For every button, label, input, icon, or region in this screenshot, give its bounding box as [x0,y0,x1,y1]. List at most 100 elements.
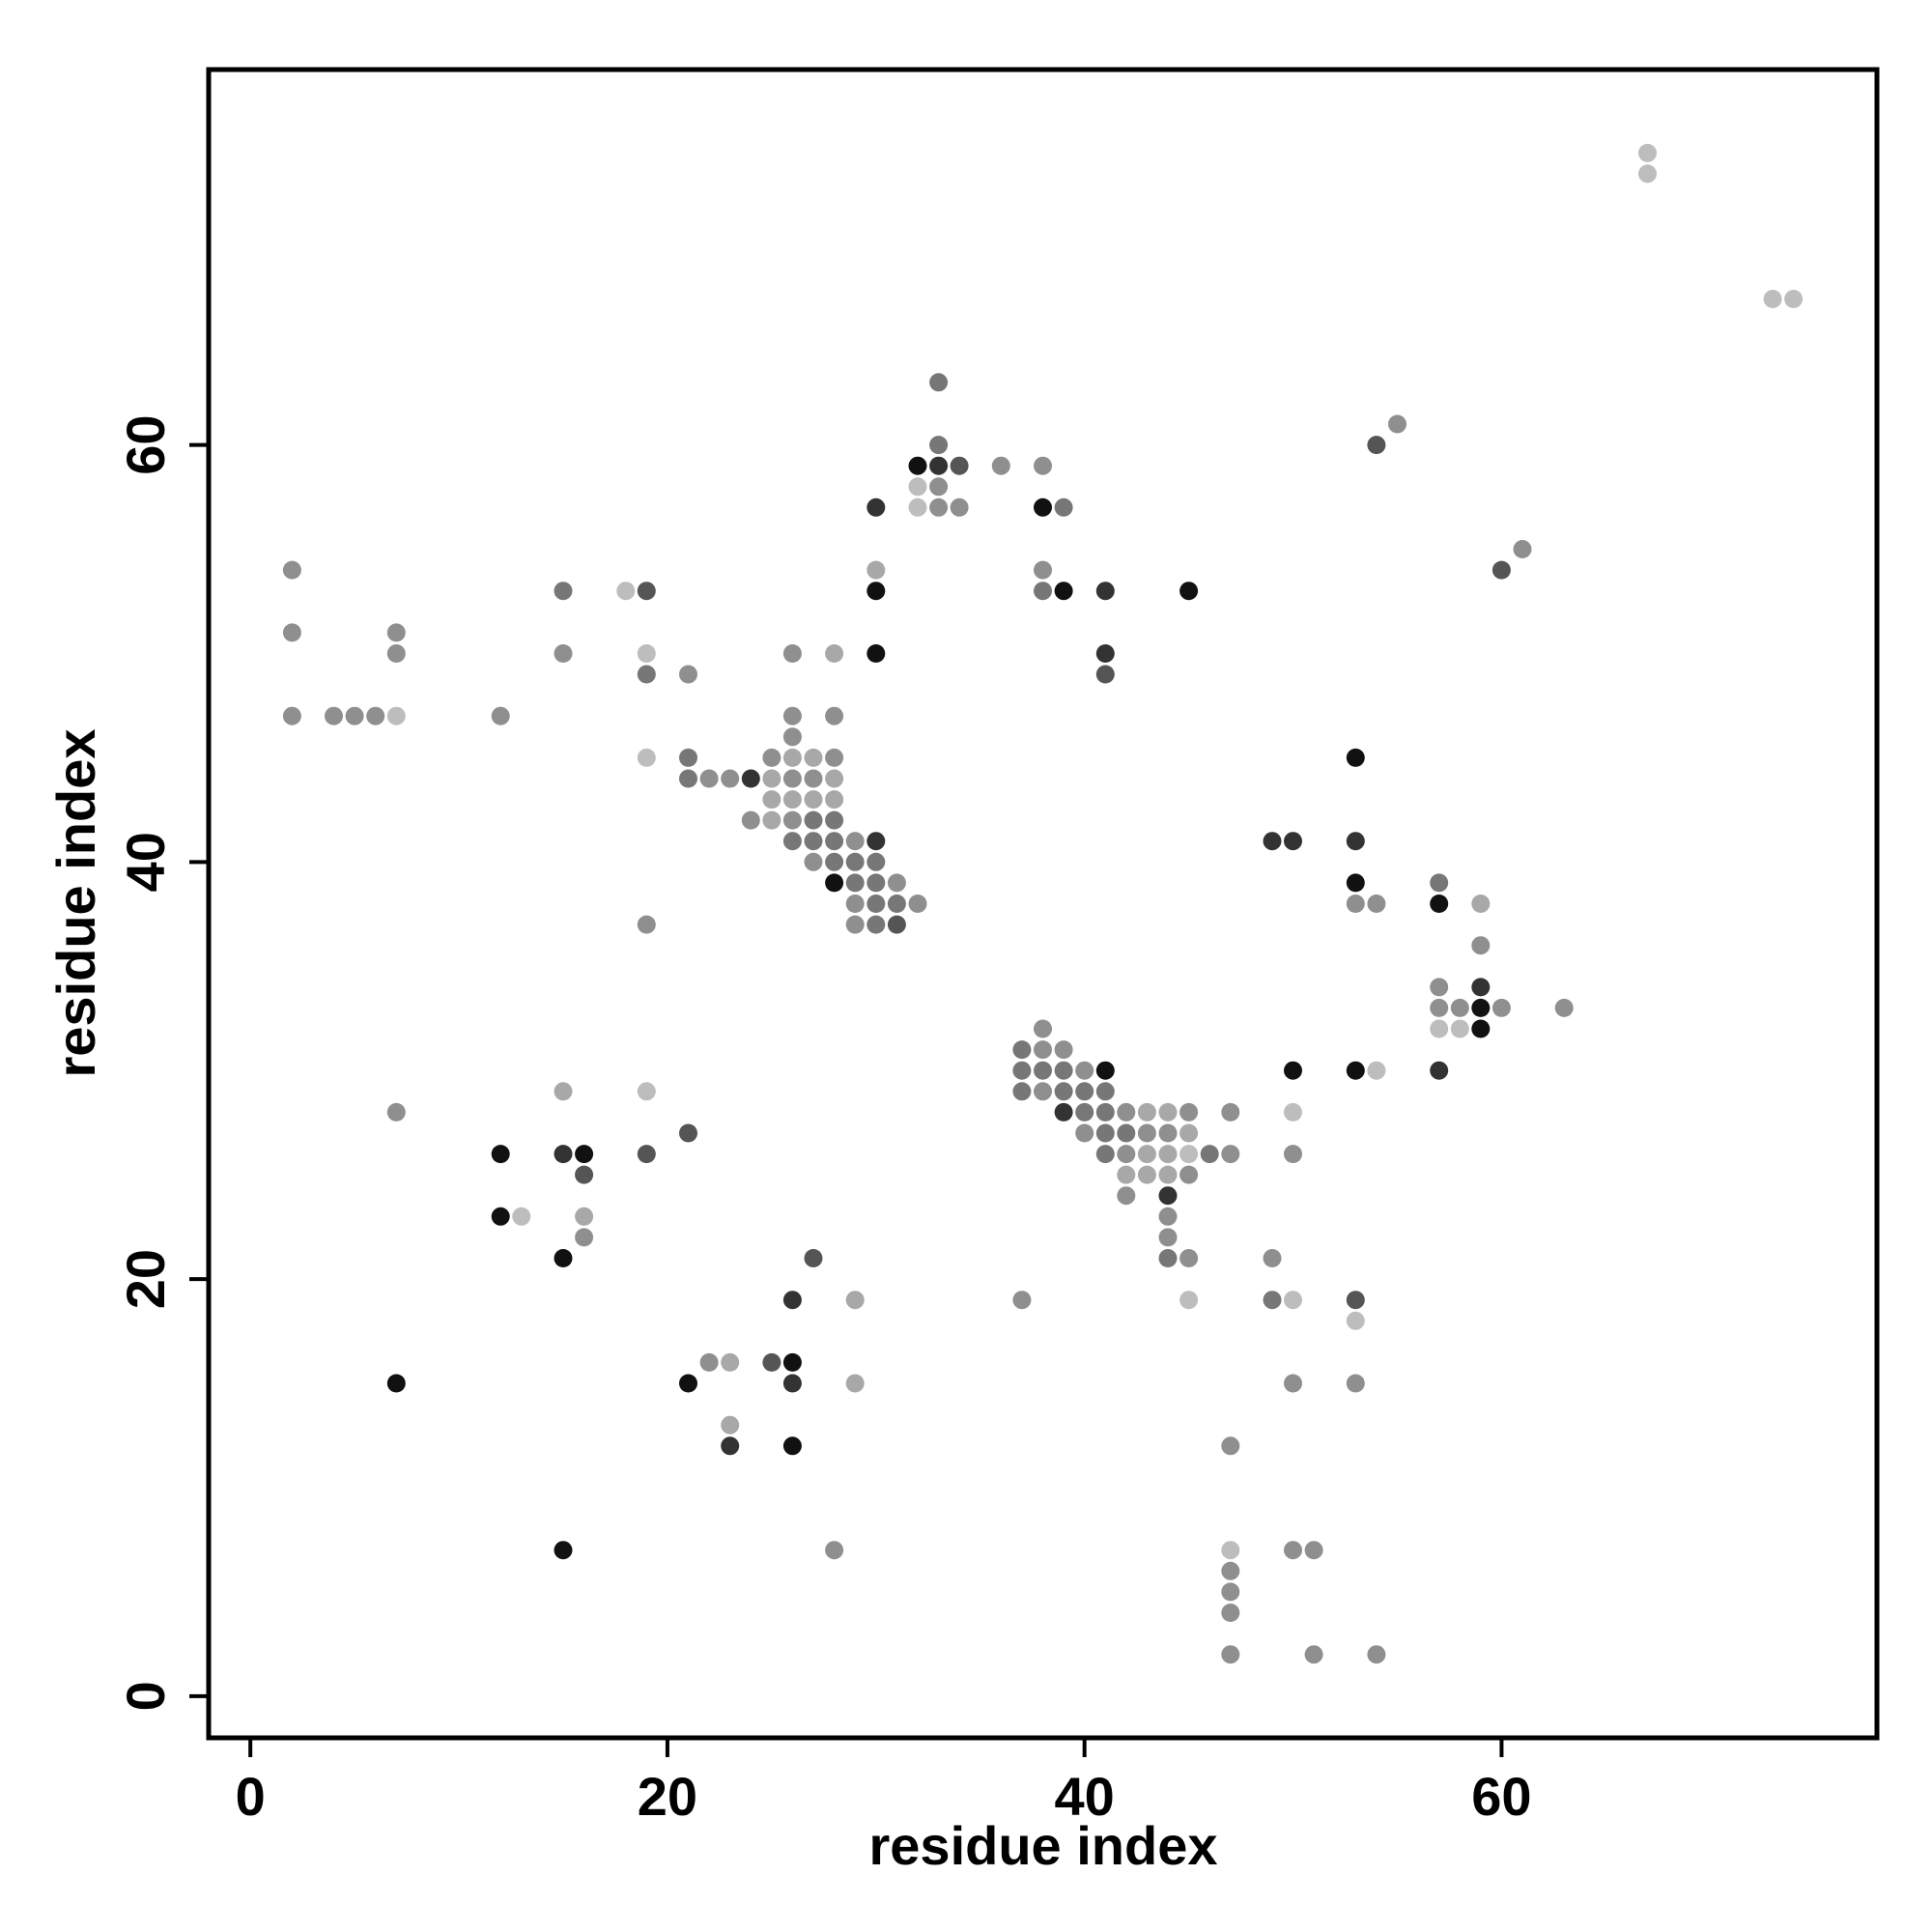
data-point [887,895,906,913]
x-tick-label: 60 [1471,1766,1531,1827]
data-point [762,810,781,830]
data-point [554,1541,573,1560]
data-point [1450,998,1469,1017]
data-point [637,665,656,684]
data-point [804,769,823,788]
data-point [386,706,406,725]
data-point [929,477,949,497]
data-point [1034,497,1052,517]
data-point [1158,1207,1178,1226]
data-point [512,1207,531,1226]
data-point [782,748,802,767]
data-point [1471,978,1491,997]
data-point [741,810,760,830]
data-point [1763,290,1782,308]
data-point [575,1145,594,1164]
data-point [1471,895,1491,913]
data-point [825,1541,844,1560]
y-axis-title: residue index [45,728,106,1077]
data-point [554,1249,573,1267]
data-point [386,644,406,663]
data-point [1263,1249,1282,1267]
data-point [1137,1165,1156,1184]
y-tick-label: 60 [115,414,176,474]
data-point [845,832,865,851]
data-point [282,560,301,580]
data-point [762,769,781,788]
data-point [845,915,865,934]
data-point [1012,1040,1032,1060]
data-point [1095,1082,1115,1101]
data-point [1034,1040,1052,1060]
data-point [845,1374,865,1393]
data-point [929,456,949,475]
data-point [282,706,301,725]
data-point [867,832,886,851]
data-point [1095,665,1115,684]
x-tick-label: 0 [236,1766,266,1827]
data-point [1095,1123,1115,1143]
data-point [1012,1291,1032,1310]
data-point [1284,1145,1302,1164]
data-point [887,873,906,893]
data-point [1346,748,1365,767]
data-point [637,915,656,934]
data-point [1034,1082,1052,1101]
data-point [1095,1061,1115,1080]
data-point [825,810,844,830]
data-point [721,1436,740,1456]
data-point [1075,1082,1094,1101]
data-point [1095,644,1115,663]
data-point [1158,1249,1178,1267]
data-point [782,706,802,725]
data-point [282,623,301,642]
data-point [1638,143,1657,162]
data-point [1346,873,1365,893]
data-point [804,748,823,767]
data-point [908,456,927,475]
data-point [1638,164,1657,184]
data-point [1200,1145,1219,1164]
data-point [1095,582,1115,601]
data-point [721,1352,740,1372]
data-point [950,456,969,475]
data-point [1137,1123,1156,1143]
data-point [1117,1186,1136,1206]
data-point [867,582,886,601]
x-axis-title: residue index [868,1815,1217,1876]
data-point [1284,1102,1302,1122]
data-point [1284,1061,1302,1080]
data-point [1117,1102,1136,1122]
data-point [1117,1123,1136,1143]
data-point [845,852,865,871]
data-point [1054,497,1073,517]
data-point [1784,290,1804,308]
data-point [825,644,844,663]
data-point [950,497,969,517]
data-point [1117,1145,1136,1164]
data-point [679,665,697,684]
data-point [1450,1019,1469,1038]
data-point [575,1228,594,1247]
data-point [929,436,949,455]
data-point [637,748,656,767]
x-tick-label: 40 [1055,1766,1115,1827]
data-point [1054,1082,1073,1101]
data-point [804,832,823,851]
data-point [1158,1123,1178,1143]
data-point [1471,1019,1491,1038]
data-point [867,852,886,871]
data-point [782,1374,802,1393]
data-point [1388,414,1406,434]
data-point [782,769,802,788]
x-axis: 0 20 40 60 [236,1740,1532,1827]
data-point [1430,1061,1449,1080]
data-point [782,1352,802,1372]
data-point [1012,1061,1032,1080]
data-point [741,769,760,788]
data-point [867,497,886,517]
data-point [345,706,364,725]
data-point [699,1352,719,1372]
data-point [679,1123,697,1143]
